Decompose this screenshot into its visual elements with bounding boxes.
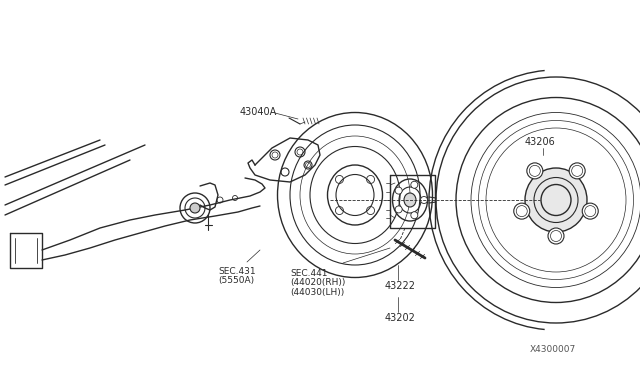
Ellipse shape: [525, 168, 587, 232]
Circle shape: [190, 203, 200, 213]
Circle shape: [411, 212, 418, 219]
Text: 43206: 43206: [525, 137, 556, 147]
Text: (44030(LH)): (44030(LH)): [290, 288, 344, 296]
Text: (5550A): (5550A): [218, 276, 254, 285]
Text: SEC.441: SEC.441: [290, 269, 328, 279]
Circle shape: [411, 181, 418, 188]
Text: 43222: 43222: [385, 281, 416, 291]
Circle shape: [420, 196, 428, 203]
Text: 43040A: 43040A: [240, 107, 277, 117]
Circle shape: [569, 163, 585, 179]
Circle shape: [395, 206, 402, 213]
Circle shape: [395, 187, 402, 194]
Text: (44020(RH)): (44020(RH)): [290, 279, 346, 288]
Circle shape: [527, 163, 543, 179]
Ellipse shape: [404, 193, 416, 207]
Text: 43202: 43202: [385, 313, 416, 323]
Text: SEC.431: SEC.431: [218, 267, 255, 276]
Circle shape: [548, 228, 564, 244]
Text: X4300007: X4300007: [530, 346, 576, 355]
Circle shape: [514, 203, 530, 219]
Circle shape: [582, 203, 598, 219]
